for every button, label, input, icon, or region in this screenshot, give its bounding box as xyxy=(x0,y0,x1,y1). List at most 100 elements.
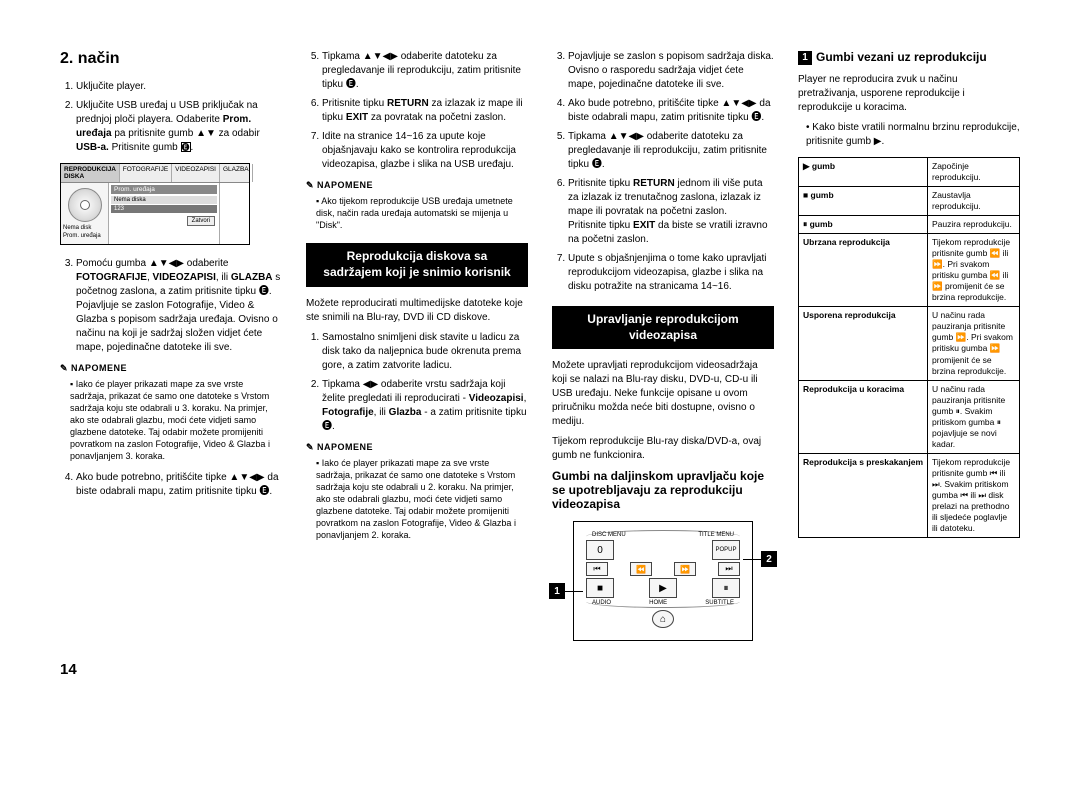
popup-button: POPUP xyxy=(712,540,740,560)
block-title-user-recorded: Reprodukcija diskova sa sadržajem koji j… xyxy=(306,243,528,286)
badge-1: 1 xyxy=(798,51,812,65)
mock-left-a: Nema disk xyxy=(63,225,106,233)
table-row: ■ gumbZaustavlja reprodukciju. xyxy=(799,186,1020,215)
b1l2: sadržajem koji je snimio korisnik xyxy=(310,265,524,281)
step-3: Pomoću gumba ▲▼◀▶ odaberite FOTOGRAFIJE,… xyxy=(76,257,282,355)
mock-foot: Zatvori xyxy=(111,214,217,228)
bs2f: Glazba xyxy=(389,407,422,418)
s3a: Pomoću gumba ▲▼◀▶ odaberite xyxy=(76,258,228,269)
s6a: Pritisnite tipku xyxy=(322,98,387,109)
step2-bold-b: USB-a. xyxy=(76,142,109,153)
label-audio: AUDIO xyxy=(592,600,611,606)
remote-bot-arc: AUDIO HOME SUBTITLE xyxy=(586,600,740,608)
h3-playback-buttons: 1Gumbi vezani uz reprodukciju xyxy=(798,50,1020,65)
mock-title: Prom. uređaja xyxy=(111,185,217,194)
cstep-4: Ako bude potrebno, pritišćite tipke ▲▼◀▶… xyxy=(568,97,774,125)
stop-icon: ■ xyxy=(586,578,614,598)
callout-1-line xyxy=(565,591,583,592)
step-1: Uključite player. xyxy=(76,80,282,94)
s3e: , ili xyxy=(216,272,231,283)
cell-step-body: U načinu rada pauziranja pritisnite gumb… xyxy=(928,380,1020,453)
remote-row-home: ⌂ xyxy=(586,610,740,628)
ui-mock-screenshot: REPRODUKCIJA DISKA FOTOGRAFIJE VIDEOZAPI… xyxy=(60,163,250,245)
s6d: EXIT xyxy=(346,112,368,123)
h3-remote-buttons: Gumbi na daljinskom upravljaču koje se u… xyxy=(552,469,774,511)
mock-tab-photos: FOTOGRAFIJE xyxy=(120,164,172,182)
bs2b: Videozapisi xyxy=(469,393,524,404)
callout-1: 1 xyxy=(549,583,565,599)
cs6d: Pritisnite tipku xyxy=(568,220,633,231)
step-5: Tipkama ▲▼◀▶ odaberite datoteku za pregl… xyxy=(322,50,528,92)
column-1: 2. način Uključite player. Uključite USB… xyxy=(60,50,282,641)
bs2d: Fotografije xyxy=(322,407,374,418)
steps-method2: Uključite player. Uključite USB uređaj u… xyxy=(60,80,282,155)
column-4: 1Gumbi vezani uz reprodukciju Player ne … xyxy=(798,50,1020,641)
column-3: Pojavljuje se zaslon s popisom sadržaja … xyxy=(552,50,774,641)
bullet-normal-speed-item: Kako biste vratili normalnu brzinu repro… xyxy=(806,121,1020,149)
note1-body: Iako će player prikazati mape za sve vrs… xyxy=(60,378,282,463)
cell-stop-body: Zaustavlja reprodukciju. xyxy=(928,186,1020,215)
cs6a: Pritisnite tipku xyxy=(568,178,633,189)
label-disc-menu: DISC MENU xyxy=(592,532,626,538)
b2l2: videozapisa xyxy=(556,328,770,344)
label-home: HOME xyxy=(649,600,667,606)
cell-play-head: ▶ gumb xyxy=(799,157,928,186)
note2-head: NAPOMENE xyxy=(306,180,528,191)
callout-2: 2 xyxy=(761,551,777,567)
p-no-sound: Player ne reproducira zvuk u načinu pret… xyxy=(798,73,1020,115)
s3f: GLAZBA xyxy=(231,272,273,283)
page-number: 14 xyxy=(60,661,1020,678)
mock-left: Nema disk Prom. uređaja xyxy=(61,183,109,244)
mock-row-b: 123 xyxy=(111,205,217,213)
step-2: Uključite USB uređaj u USB priključak na… xyxy=(76,99,282,155)
play-icon: ▶ xyxy=(649,578,677,598)
table-row: Reprodukcija u koracimaU načinu rada pau… xyxy=(799,380,1020,453)
note3-body: Iako će player prikazati mape za sve vrs… xyxy=(306,457,528,542)
cstep-7: Upute s objašnjenjima o tome kako upravl… xyxy=(568,252,774,294)
cell-pause-head: ⏸ gumb xyxy=(799,216,928,234)
bullet-normal-speed: Kako biste vratili normalnu brzinu repro… xyxy=(798,121,1020,149)
mock-right xyxy=(219,183,249,244)
mock-tab-music: GLAZBA xyxy=(220,164,253,182)
paragraph-user-rec: Možete reproducirati multimedijske datot… xyxy=(306,297,528,325)
skip-back-icon: ⏮ xyxy=(586,562,608,576)
cell-stop-head: ■ gumb xyxy=(799,186,928,215)
paragraph-bdvd-note: Tijekom reprodukcije Blu-ray diska/DVD-a… xyxy=(552,435,774,463)
cell-fast-head: Ubrzana reprodukcija xyxy=(799,234,928,307)
cstep-5: Tipkama ▲▼◀▶ odaberite datoteku za pregl… xyxy=(568,130,774,172)
step2-text-c: Pritisnite gumb xyxy=(109,142,181,153)
enter-icon: 🅔 xyxy=(181,142,191,152)
note1-head: NAPOMENE xyxy=(60,363,282,374)
column-2: Tipkama ▲▼◀▶ odaberite datoteku za pregl… xyxy=(306,50,528,641)
mock-main: Prom. uređaja Nema diska 123 Zatvori xyxy=(109,183,219,244)
paragraph-video-ctrl: Možete upravljati reprodukcijom videosad… xyxy=(552,359,774,429)
mock-left-b: Prom. uređaja xyxy=(63,233,106,241)
s3d: VIDEOZAPISI xyxy=(153,272,216,283)
cell-slow-body: U načinu rada pauziranja pritisnite gumb… xyxy=(928,307,1020,380)
disc-icon xyxy=(68,188,102,222)
mock-tab-videos: VIDEOZAPISI xyxy=(172,164,220,182)
b2l1: Upravljanje reprodukcijom xyxy=(556,312,770,328)
cell-skip-head: Reprodukcija s preskakanjem xyxy=(799,453,928,537)
cell-skip-body: Tijekom reprodukcije pritisnite gumb ⏮ i… xyxy=(928,453,1020,537)
heading-2-nacin: 2. način xyxy=(60,50,282,68)
remote-diagram: DISC MENU TITLE MENU 0 POPUP ⏮ ⏪ ⏩ ⏭ ■ ▶… xyxy=(573,521,753,641)
s6e: za povratak na početni zaslon. xyxy=(368,112,506,123)
cell-slow-head: Usporena reprodukcija xyxy=(799,307,928,380)
steps-method2-cont: Pomoću gumba ▲▼◀▶ odaberite FOTOGRAFIJE,… xyxy=(60,257,282,355)
mock-tabs: REPRODUKCIJA DISKA FOTOGRAFIJE VIDEOZAPI… xyxy=(61,164,249,183)
mock-close-btn: Zatvori xyxy=(187,216,215,226)
playback-table: ▶ gumbZapočinje reprodukciju. ■ gumbZaus… xyxy=(798,157,1020,538)
note3-head: NAPOMENE xyxy=(306,442,528,453)
bstep-2: Tipkama ◀▶ odaberite vrstu sadržaja koji… xyxy=(322,378,528,434)
zero-button: 0 xyxy=(586,540,614,560)
step-6: Pritisnite tipku RETURN za izlazak iz ma… xyxy=(322,97,528,125)
pause-icon: ⏸ xyxy=(712,578,740,598)
remote-row1: 0 POPUP xyxy=(586,540,740,560)
cs6e: EXIT xyxy=(633,220,655,231)
table-row: ⏸ gumbPauzira reprodukciju. xyxy=(799,216,1020,234)
cell-step-head: Reprodukcija u koracima xyxy=(799,380,928,453)
table-row: Usporena reprodukcijaU načinu rada pauzi… xyxy=(799,307,1020,380)
s3g: s početnog zaslona, a zatim pritisnite t… xyxy=(76,272,280,353)
fastfwd-icon: ⏩ xyxy=(674,562,696,576)
